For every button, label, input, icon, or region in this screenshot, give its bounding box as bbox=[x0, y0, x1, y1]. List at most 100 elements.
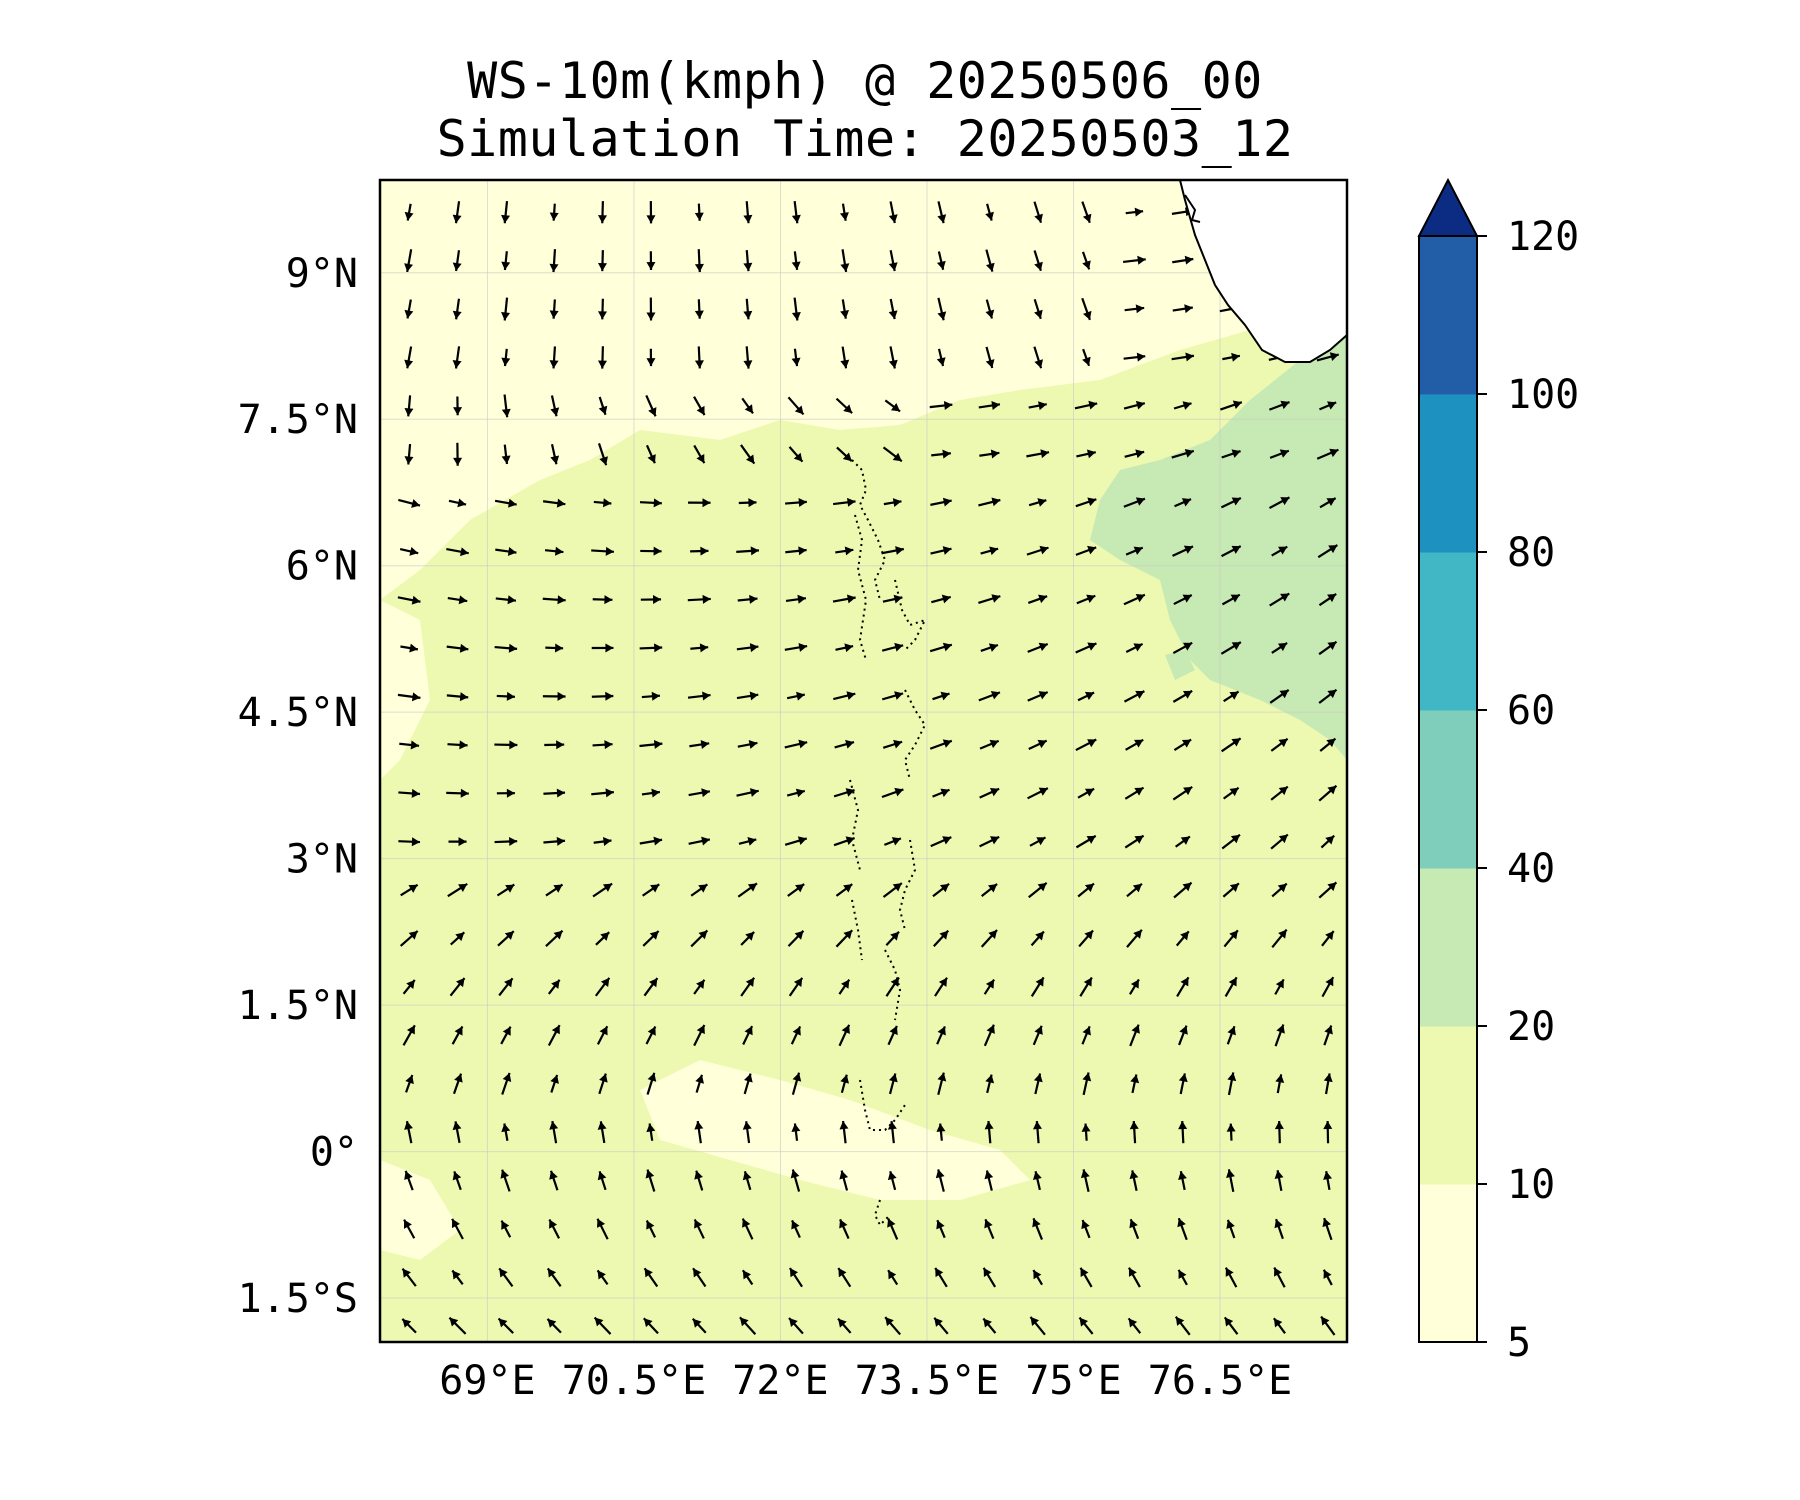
wind-arrow bbox=[1125, 207, 1144, 217]
wind-arrow bbox=[980, 546, 999, 556]
wind-arrow bbox=[1323, 1073, 1333, 1095]
wind-arrow bbox=[494, 836, 518, 846]
colorbar-tick-label: 80 bbox=[1507, 530, 1555, 576]
wind-arrow bbox=[1123, 400, 1146, 410]
wind-arrow bbox=[646, 251, 656, 271]
wind-arrow bbox=[743, 250, 753, 272]
wind-arrow bbox=[985, 203, 994, 221]
wind-arrow bbox=[839, 1218, 850, 1239]
wind-arrow bbox=[1026, 449, 1050, 459]
wind-arrow bbox=[936, 251, 946, 270]
wind-arrow bbox=[645, 395, 657, 417]
wind-arrow bbox=[545, 643, 564, 653]
wind-arrow bbox=[1171, 448, 1195, 459]
wind-arrow bbox=[888, 201, 898, 224]
wind-arrow bbox=[1270, 833, 1289, 850]
wind-arrow bbox=[693, 396, 706, 416]
wind-arrow bbox=[1026, 545, 1049, 556]
wind-arrow bbox=[447, 882, 468, 898]
wind-arrow bbox=[640, 595, 662, 605]
wind-arrow bbox=[791, 1123, 801, 1141]
wind-arrow bbox=[1081, 1025, 1091, 1045]
wind-arrow bbox=[500, 1026, 512, 1045]
wind-arrow bbox=[591, 691, 614, 701]
wind-arrow bbox=[1226, 1123, 1236, 1141]
wind-arrow bbox=[494, 498, 517, 508]
wind-arrow bbox=[1172, 255, 1194, 265]
longitude-axis: 69°E 70.5°E 72°E 73.5°E 75°E 76.5°E bbox=[439, 1358, 1292, 1404]
wind-arrow bbox=[1319, 401, 1337, 411]
wind-arrow bbox=[1268, 496, 1290, 510]
lat-tick-label: 3°N bbox=[286, 837, 358, 883]
wind-arrow bbox=[690, 883, 709, 897]
wind-arrow bbox=[397, 692, 421, 702]
wind-arrow bbox=[646, 1123, 656, 1141]
wind-arrow bbox=[790, 1169, 801, 1192]
wind-arrow bbox=[936, 1025, 946, 1045]
wind-arrow bbox=[1172, 545, 1194, 557]
wind-arrow bbox=[640, 546, 662, 556]
wind-arrow bbox=[646, 348, 656, 367]
wind-arrow bbox=[884, 1316, 901, 1336]
wind-arrow bbox=[791, 348, 801, 367]
wind-arrow bbox=[743, 1073, 753, 1095]
wind-arrow bbox=[550, 395, 560, 417]
wind-arrow bbox=[452, 201, 462, 224]
wind-arrow bbox=[450, 931, 466, 946]
wind-arrow bbox=[402, 1024, 416, 1046]
wind-arrow bbox=[592, 882, 613, 898]
wind-arrow bbox=[592, 595, 613, 605]
wind-arrow bbox=[1223, 690, 1240, 703]
colorbar-band bbox=[1419, 710, 1477, 869]
wind-arrow bbox=[1318, 592, 1337, 607]
wind-arrow bbox=[1322, 1217, 1333, 1241]
wind-arrow bbox=[984, 1218, 995, 1240]
colorbar: 120 100 80 60 40 20 10 5 bbox=[1417, 177, 1579, 1366]
colorbar-band bbox=[1419, 1026, 1477, 1185]
wind-arrow bbox=[1033, 298, 1043, 320]
colorbar-tick-label: 100 bbox=[1507, 372, 1579, 418]
wind-arrow bbox=[404, 299, 414, 319]
wind-arrow bbox=[1220, 497, 1242, 509]
colorbar-tick-label: 120 bbox=[1507, 214, 1579, 260]
wind-arrow bbox=[546, 1267, 562, 1287]
wind-arrow bbox=[1125, 546, 1144, 556]
wind-arrow bbox=[931, 594, 951, 604]
wind-arrow bbox=[1076, 594, 1096, 605]
wind-arrow bbox=[1273, 1317, 1286, 1334]
wind-arrow bbox=[645, 1169, 656, 1192]
wind-arrow bbox=[883, 498, 902, 508]
wind-arrow bbox=[788, 977, 804, 997]
wind-arrow bbox=[840, 249, 850, 273]
wind-arrow bbox=[980, 643, 999, 652]
wind-arrow bbox=[404, 249, 414, 273]
wind-arrow bbox=[592, 740, 613, 750]
wind-arrow bbox=[791, 1072, 802, 1095]
wind-arrow bbox=[694, 249, 704, 273]
wind-arrow bbox=[985, 346, 995, 369]
wind-arrow bbox=[549, 1170, 559, 1191]
wind-arrow bbox=[1172, 641, 1193, 655]
wind-arrow bbox=[978, 497, 1001, 507]
wind-arrow bbox=[741, 1218, 754, 1240]
wind-arrow bbox=[978, 690, 1001, 702]
wind-arrow bbox=[1220, 400, 1243, 411]
wind-arrow bbox=[1029, 1316, 1046, 1336]
wind-arrow bbox=[646, 297, 656, 321]
map-title: WS-10m(kmph) @ 20250506_00 bbox=[467, 52, 1263, 110]
wind-arrow bbox=[1320, 1315, 1336, 1336]
wind-arrow bbox=[1274, 1120, 1284, 1144]
wind-arrow bbox=[501, 297, 511, 321]
wind-arrow bbox=[1176, 976, 1190, 998]
wind-arrow bbox=[593, 1316, 612, 1335]
wind-arrow bbox=[1221, 545, 1242, 558]
wind-arrow bbox=[979, 449, 1000, 459]
wind-arrow bbox=[495, 595, 517, 605]
wind-arrow bbox=[1274, 1024, 1285, 1047]
wind-arrow bbox=[694, 299, 704, 319]
wind-arrow bbox=[452, 1121, 462, 1144]
wind-arrow bbox=[1028, 881, 1048, 899]
wind-arrow bbox=[593, 837, 612, 846]
wind-arrow bbox=[1226, 1169, 1235, 1192]
